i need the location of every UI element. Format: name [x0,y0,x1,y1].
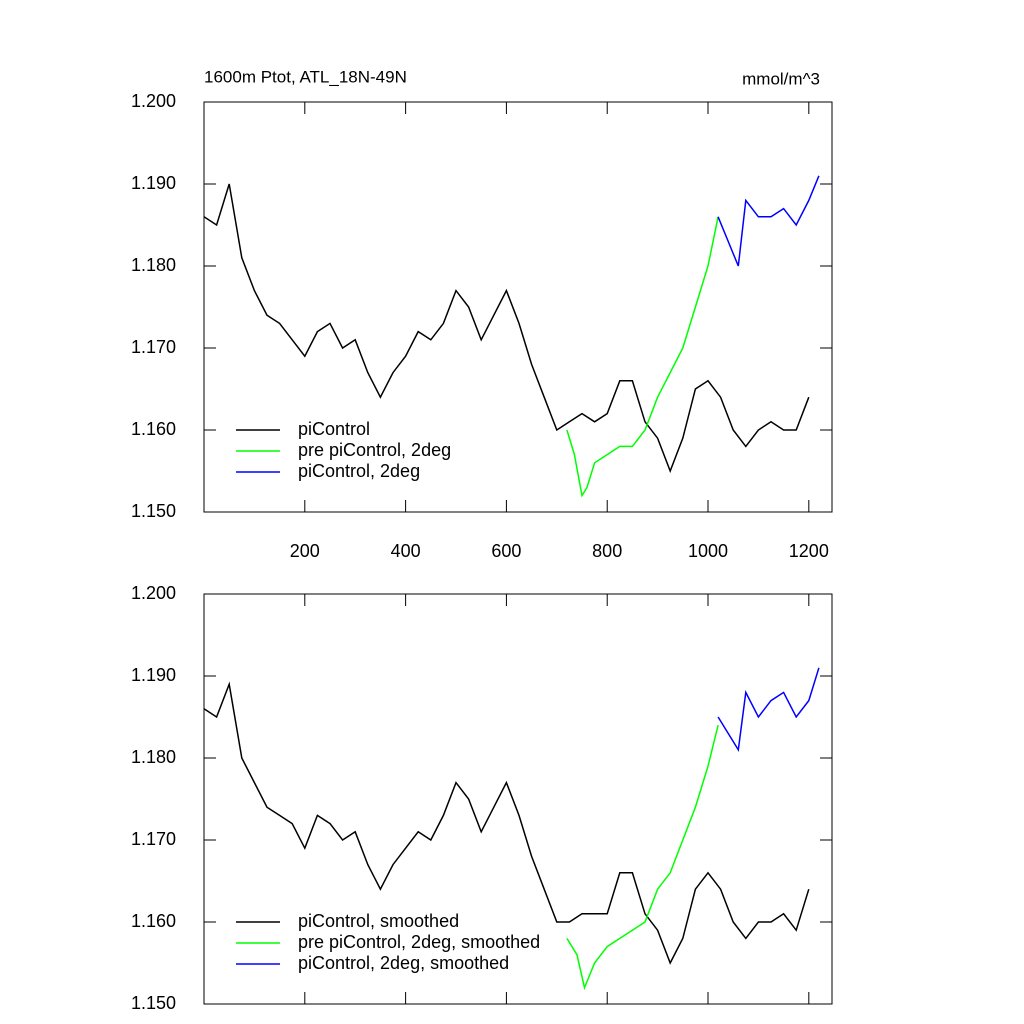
units-label: mmol/m^3 [742,69,820,88]
y-tick-label: 1.200 [131,583,176,603]
legend-label: piControl, smoothed [298,911,459,931]
y-tick-label: 1.160 [131,419,176,439]
y-tick-label: 1.190 [131,665,176,685]
series-line [203,183,810,474]
series-line [717,175,820,267]
plot-frame [203,101,833,513]
y-tick-label: 1.150 [131,501,176,521]
plot-frame [203,593,833,1005]
series-line [717,667,820,752]
y-tick-label: 1.200 [131,91,176,111]
y-tick-label: 1.160 [131,911,176,931]
y-tick-label: 1.180 [131,255,176,275]
y-tick-label: 1.170 [131,337,176,357]
x-tick-label: 800 [592,541,622,561]
x-tick-label: 200 [290,541,320,561]
legend-label: pre piControl, 2deg [298,440,451,460]
legend-label: piControl [298,419,370,439]
series-line [203,681,810,965]
y-tick-label: 1.190 [131,173,176,193]
chart-title: 1600m Ptot, ATL_18N-49N [204,67,407,86]
series-line [566,725,719,991]
y-tick-label: 1.170 [131,829,176,849]
legend-label: piControl, 2deg [298,461,420,481]
series-line [566,216,719,498]
x-tick-label: 600 [491,541,521,561]
x-tick-label: 1000 [688,541,728,561]
y-tick-label: 1.180 [131,747,176,767]
x-tick-label: 400 [391,541,421,561]
x-tick-label: 1200 [789,541,829,561]
legend-label: pre piControl, 2deg, smoothed [298,932,540,952]
y-tick-label: 1.150 [131,993,176,1013]
legend-label: piControl, 2deg, smoothed [298,953,509,973]
